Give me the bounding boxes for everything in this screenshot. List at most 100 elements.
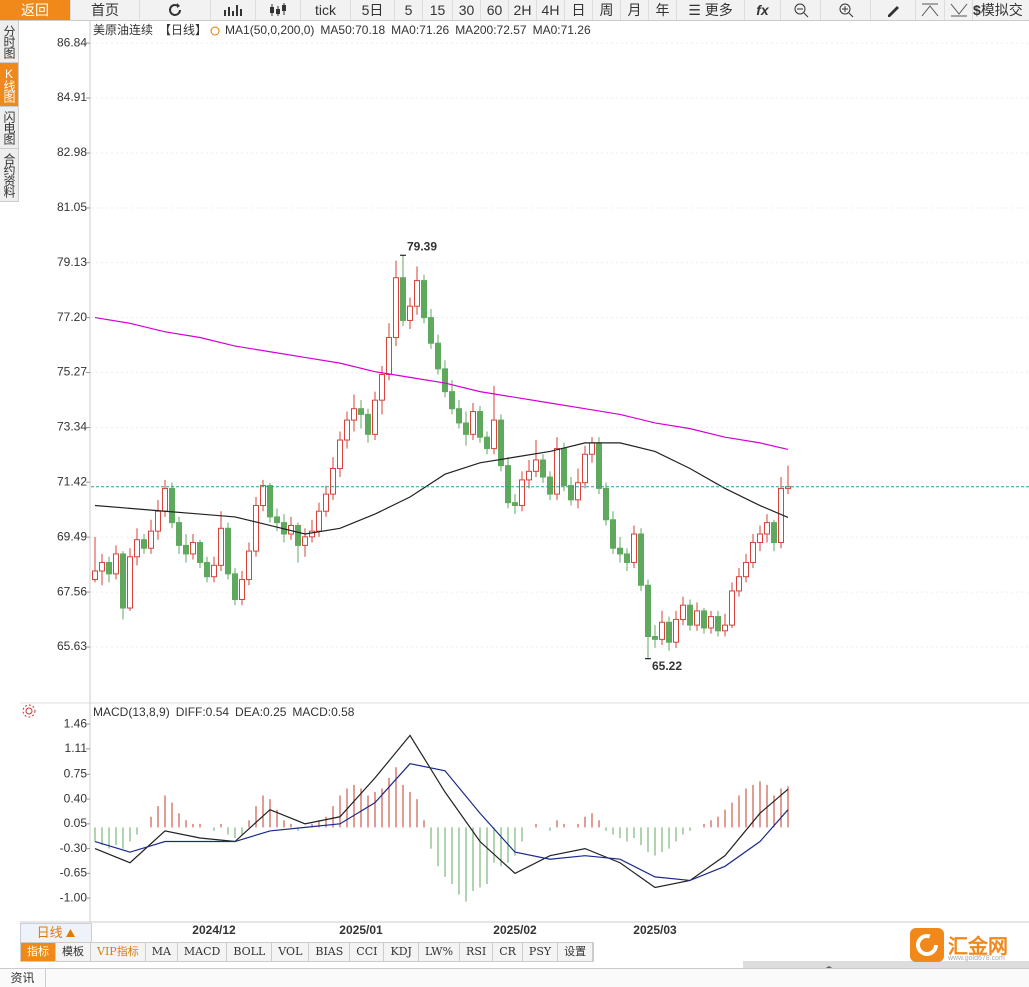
- indicator-tab[interactable]: MA: [146, 943, 178, 961]
- y-tick-label: 77.20: [57, 310, 87, 324]
- candle-body: [274, 516, 280, 524]
- candle-body: [379, 374, 385, 401]
- legend-entry: MA1(50,0,200,0): [225, 23, 314, 37]
- candle-body: [92, 570, 98, 581]
- candle-body: [645, 584, 651, 638]
- formula-button[interactable]: fx: [745, 0, 781, 20]
- candle-body: [407, 305, 413, 321]
- candle-body: [554, 448, 560, 495]
- candle-body: [666, 621, 672, 643]
- y-tick-label: 75.27: [57, 365, 87, 379]
- indicator-tab[interactable]: VOL: [272, 943, 310, 961]
- candle-body: [253, 505, 259, 552]
- candle-body: [589, 442, 595, 455]
- indicator-tab[interactable]: BOLL: [227, 943, 273, 961]
- candle-body: [127, 556, 133, 609]
- y-tick-label: 65.63: [57, 639, 87, 653]
- candle-body: [365, 413, 371, 435]
- period-tick[interactable]: tick: [301, 0, 351, 20]
- period-15[interactable]: 15: [423, 0, 453, 20]
- y-tick-label: 0.40: [64, 791, 88, 805]
- candle-body: [603, 487, 609, 521]
- period-2h[interactable]: 2H: [509, 0, 537, 20]
- candle-body: [456, 408, 462, 424]
- settings-icon: [210, 26, 220, 36]
- candle-body: [582, 453, 588, 484]
- line-chart-button[interactable]: [211, 0, 256, 20]
- indicator-icon[interactable]: [22, 704, 36, 718]
- side-tab[interactable]: 分时图: [0, 21, 18, 63]
- footer-tab[interactable]: 资讯: [0, 969, 46, 987]
- candle-body: [344, 419, 350, 441]
- period-30[interactable]: 30: [453, 0, 481, 20]
- side-tab[interactable]: 闪电图: [0, 107, 18, 149]
- candle-body: [638, 533, 644, 586]
- candle-body: [316, 510, 322, 532]
- candle-body: [680, 604, 686, 620]
- candle-body: [687, 604, 693, 626]
- period-button[interactable]: 日线: [20, 923, 92, 943]
- candle-body: [106, 561, 112, 575]
- period-month[interactable]: 月: [621, 0, 649, 20]
- candle-body: [183, 544, 189, 555]
- zoom-in-button[interactable]: [821, 0, 871, 20]
- toolbar: 返回 首页 tick 5日 5 15 30 60 2H 4H 日 周 月 年 ☰…: [0, 0, 1029, 21]
- indicator-tab[interactable]: 指标: [21, 943, 56, 961]
- candle-body: [225, 527, 231, 575]
- period-week[interactable]: 周: [593, 0, 621, 20]
- indicator-line: [94, 734, 789, 889]
- side-tab[interactable]: 合约资料: [0, 149, 18, 202]
- draw-button[interactable]: [871, 0, 916, 20]
- indicator-tab[interactable]: 设置: [558, 943, 594, 961]
- back-button[interactable]: 返回: [0, 0, 71, 20]
- y-tick-label: 1.11: [65, 741, 88, 755]
- period-5d[interactable]: 5日: [351, 0, 395, 20]
- candle-body: [449, 391, 455, 410]
- candle-body: [295, 524, 301, 546]
- more-button[interactable]: ☰ 更多: [677, 0, 745, 20]
- chart-subtitle: 【日线】: [159, 23, 207, 37]
- x-tick-label: 2025/02: [493, 923, 537, 937]
- candle-button[interactable]: [256, 0, 301, 20]
- candle-body: [351, 408, 357, 421]
- indicator-tab[interactable]: 模板: [56, 943, 91, 961]
- indicator-tab[interactable]: KDJ: [384, 943, 419, 961]
- candle-body: [596, 442, 602, 489]
- down-button[interactable]: [945, 0, 973, 20]
- zoom-out-button[interactable]: [781, 0, 821, 20]
- up-button[interactable]: [916, 0, 945, 20]
- y-tick-label: 1.46: [64, 716, 88, 730]
- indicator-tab[interactable]: VIP指标: [91, 943, 146, 961]
- candle-body: [442, 368, 448, 393]
- y-tick-label: 73.34: [57, 420, 87, 434]
- candle-body: [701, 610, 707, 629]
- legend-entry: MA0:71.26: [533, 23, 591, 37]
- period-day[interactable]: 日: [565, 0, 593, 20]
- candle-body: [750, 542, 756, 563]
- period-year[interactable]: 年: [649, 0, 677, 20]
- candle-body: [176, 522, 182, 546]
- refresh-button[interactable]: [140, 0, 211, 20]
- candle-body: [757, 533, 763, 544]
- indicator-tab[interactable]: CCI: [350, 943, 385, 961]
- indicator-tab[interactable]: CR: [493, 943, 523, 961]
- period-5[interactable]: 5: [395, 0, 423, 20]
- indicator-tab[interactable]: LW%: [419, 943, 461, 961]
- side-tab[interactable]: K线图: [0, 63, 18, 107]
- indicator-tab[interactable]: MACD: [178, 943, 228, 961]
- candle-body: [533, 459, 539, 472]
- candle-body: [162, 487, 168, 512]
- candle-body: [652, 636, 658, 640]
- indicator-tab[interactable]: PSY: [523, 943, 559, 961]
- indicator-tab[interactable]: RSI: [460, 943, 494, 961]
- simulate-button[interactable]: $模拟交: [973, 2, 1023, 18]
- y-tick-label: 86.84: [57, 35, 87, 49]
- indicator-line: [94, 316, 789, 451]
- candle-body: [148, 530, 154, 549]
- candle-body: [694, 610, 700, 626]
- period-4h[interactable]: 4H: [537, 0, 565, 20]
- indicator-tab[interactable]: BIAS: [309, 943, 351, 961]
- y-tick-label: 82.98: [57, 145, 87, 159]
- period-60[interactable]: 60: [481, 0, 509, 20]
- home-button[interactable]: 首页: [71, 0, 140, 20]
